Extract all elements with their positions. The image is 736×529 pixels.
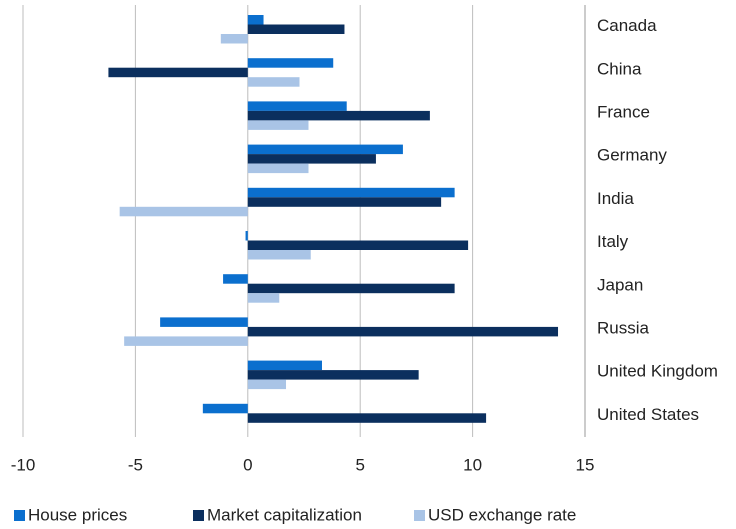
bar — [245, 231, 248, 241]
bar — [247, 197, 442, 207]
bar — [247, 283, 455, 294]
category-label: Japan — [597, 275, 643, 294]
bar — [247, 154, 376, 164]
bar — [247, 101, 347, 111]
category-label: Canada — [597, 16, 657, 35]
x-tick-label: 5 — [355, 455, 364, 474]
bar — [108, 67, 248, 78]
bar — [247, 120, 309, 130]
bar — [247, 58, 334, 68]
category-label: Russia — [597, 318, 650, 337]
category-label: France — [597, 102, 650, 121]
category-label: Italy — [597, 232, 629, 251]
category-label: United Kingdom — [597, 362, 718, 381]
bar — [220, 34, 248, 44]
x-tick-label: 15 — [576, 455, 595, 474]
bar — [247, 240, 469, 250]
bar — [202, 403, 248, 414]
category-label: Germany — [597, 146, 667, 165]
x-tick-label: 0 — [243, 455, 252, 474]
bar — [247, 110, 430, 121]
bar — [247, 187, 455, 198]
x-tick-label: -5 — [128, 455, 143, 474]
category-label: India — [597, 189, 634, 208]
bar — [247, 413, 487, 423]
bar — [247, 77, 300, 87]
bar — [247, 370, 419, 380]
bar — [247, 24, 345, 34]
bar — [160, 317, 248, 327]
bar — [247, 250, 311, 260]
bar — [247, 144, 403, 155]
bar — [247, 293, 280, 303]
bar — [247, 379, 287, 390]
bar — [124, 336, 248, 346]
legend-swatch — [14, 510, 25, 521]
x-tick-label: 10 — [463, 455, 482, 474]
legend-label: Market capitalization — [207, 505, 362, 524]
bar — [247, 360, 322, 371]
legend-swatch — [193, 510, 204, 521]
legend-label: House prices — [28, 505, 127, 524]
x-tick-label: -10 — [11, 455, 36, 474]
bar — [119, 206, 248, 217]
bar — [247, 326, 559, 337]
bar — [247, 15, 264, 25]
category-label: United States — [597, 405, 699, 424]
bar — [247, 163, 309, 174]
legend-swatch — [414, 510, 425, 521]
legend-label: USD exchange rate — [428, 505, 576, 524]
bar — [223, 274, 248, 284]
category-label: China — [597, 59, 642, 78]
